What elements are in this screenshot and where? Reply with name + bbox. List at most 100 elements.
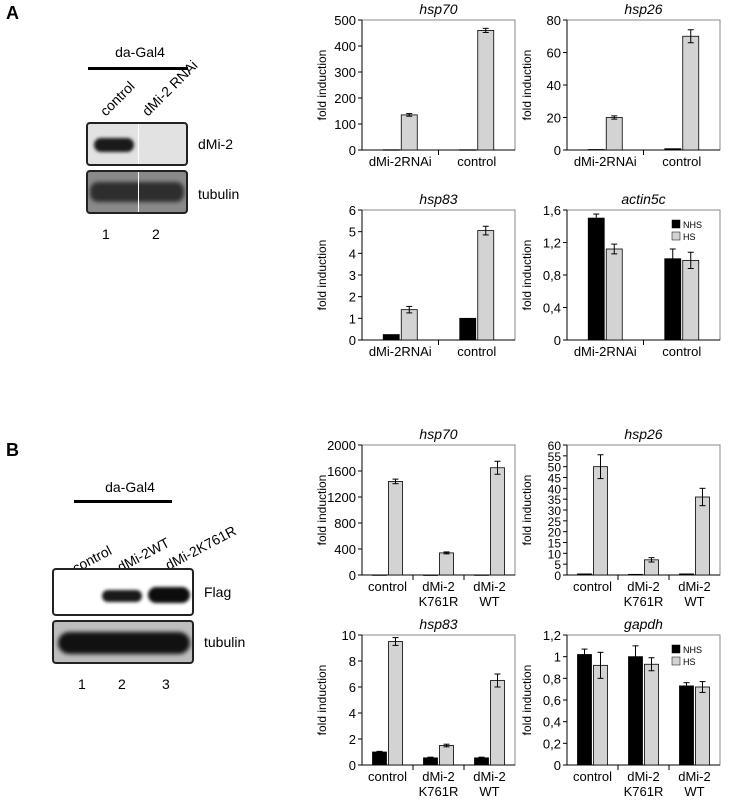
blot-a-row-label-1: dMi-2 bbox=[198, 136, 234, 152]
blot-a-tubulin-band bbox=[90, 182, 184, 202]
chart-a-hsp26: hsp26 0 20 40 60 80 fold induction dMi-2RNAi con… bbox=[520, 1, 721, 169]
bar-hs bbox=[400, 114, 418, 151]
blot-a-splice-line-2 bbox=[138, 172, 139, 212]
y-tick-label: 0 bbox=[349, 758, 356, 773]
blot-a-dmi2-band bbox=[94, 138, 134, 152]
y-tick-label: 0 bbox=[554, 758, 561, 773]
y-axis-label: fold induction bbox=[315, 240, 329, 311]
y-tick-label: 300 bbox=[334, 65, 356, 80]
bar-hs bbox=[682, 259, 700, 341]
bar-hs bbox=[477, 29, 495, 151]
chart-a-actin5c: actin5c 0 0,4 0,8 1,2 1,6 fold induction dMi-2R… bbox=[520, 191, 721, 359]
x-tick-label: WT bbox=[684, 784, 704, 799]
bar-nhs bbox=[372, 574, 387, 576]
chart-a-hsp70: hsp70 0 100 200 300 400 500 fold induction dMi-2… bbox=[315, 1, 516, 169]
y-tick-label: 400 bbox=[334, 542, 356, 557]
y-tick-label: 35 bbox=[548, 493, 562, 507]
x-tick-label: dMi-2 bbox=[422, 769, 455, 784]
bar-hs bbox=[388, 481, 403, 576]
y-tick-label: 45 bbox=[548, 472, 562, 486]
x-tick-label: dMi-2RNAi bbox=[574, 344, 637, 359]
y-tick-label: 6 bbox=[349, 680, 356, 695]
y-tick-label: 1,2 bbox=[543, 236, 561, 251]
y-axis-label: fold induction bbox=[520, 50, 534, 121]
bar-hs bbox=[605, 117, 623, 151]
y-tick-label: 2000 bbox=[327, 438, 356, 453]
chart-title: hsp26 bbox=[624, 426, 662, 442]
x-tick-label: control bbox=[573, 579, 612, 594]
blot-b-title: da-Gal4 bbox=[105, 479, 155, 495]
y-tick-label: 400 bbox=[334, 39, 356, 54]
x-tick-label: K761R bbox=[419, 594, 459, 609]
y-tick-label: 0 bbox=[349, 333, 356, 348]
bar-nhs bbox=[577, 654, 592, 766]
blot-b: da-Gal4 control dMi-2WT dMi-2K761R Flag … bbox=[0, 440, 300, 692]
y-tick-label: 55 bbox=[548, 450, 562, 464]
y-tick-label: 2 bbox=[349, 732, 356, 747]
bar-nhs bbox=[679, 573, 694, 576]
y-tick-label: 5 bbox=[554, 558, 561, 572]
bar-hs bbox=[490, 467, 505, 576]
y-tick-label: 4 bbox=[349, 246, 356, 261]
y-tick-label: 8 bbox=[349, 654, 356, 669]
chart-title: hsp26 bbox=[624, 1, 662, 17]
y-tick-label: 60 bbox=[548, 439, 562, 453]
y-tick-label: 1 bbox=[554, 650, 561, 665]
bar-hs bbox=[388, 641, 403, 766]
legend-swatch bbox=[671, 656, 681, 666]
y-tick-label: 100 bbox=[334, 117, 356, 132]
blot-a-row-label-2: tubulin bbox=[198, 186, 240, 202]
x-tick-label: dMi-2 bbox=[473, 769, 506, 784]
y-tick-label: 1600 bbox=[327, 464, 356, 479]
blot-b-underline bbox=[74, 500, 172, 503]
x-tick-label: dMi-2RNAi bbox=[369, 344, 432, 359]
blot-b-flag-band-2 bbox=[102, 590, 142, 602]
y-tick-label: 800 bbox=[334, 516, 356, 531]
x-tick-label: WT bbox=[479, 594, 499, 609]
y-tick-label: 60 bbox=[547, 46, 561, 61]
bar-hs bbox=[490, 680, 505, 766]
bar-nhs bbox=[382, 149, 400, 151]
blot-a-underline bbox=[88, 67, 188, 70]
bar-nhs bbox=[577, 573, 592, 576]
x-tick-label: dMi-2RNAi bbox=[574, 154, 637, 169]
bar-hs bbox=[439, 745, 454, 766]
y-axis-label: fold induction bbox=[315, 475, 329, 546]
legend-label: NHS bbox=[683, 220, 702, 230]
chart-title: hsp83 bbox=[419, 191, 457, 207]
blot-a-lane-number-2: 2 bbox=[152, 226, 160, 242]
y-tick-label: 0 bbox=[554, 569, 561, 583]
blot-b-lane-number-1: 1 bbox=[78, 676, 86, 692]
x-tick-label: WT bbox=[479, 784, 499, 799]
bar-nhs bbox=[679, 685, 694, 766]
legend-swatch bbox=[671, 644, 681, 654]
blot-a-tubulin-strip bbox=[86, 170, 188, 214]
y-tick-label: 5 bbox=[349, 225, 356, 240]
x-tick-label: dMi-2 bbox=[678, 769, 711, 784]
x-tick-label: control bbox=[662, 154, 701, 169]
y-tick-label: 30 bbox=[548, 504, 562, 518]
bar-nhs bbox=[372, 751, 387, 766]
y-tick-label: 20 bbox=[547, 111, 561, 126]
bar-nhs bbox=[587, 217, 605, 341]
panel-letter-a: A bbox=[6, 3, 19, 23]
y-tick-label: 6 bbox=[349, 203, 356, 218]
blot-b-lane-label-3: dMi-2K761R bbox=[162, 522, 239, 573]
bar-hs bbox=[605, 248, 623, 341]
y-tick-label: 15 bbox=[548, 537, 562, 551]
x-tick-label: dMi-2 bbox=[422, 579, 455, 594]
legend-label: NHS bbox=[683, 645, 702, 655]
y-axis-label: fold induction bbox=[520, 475, 534, 546]
bar-nhs bbox=[628, 573, 643, 576]
chart-b-hsp70: hsp70 0 400 800 1200 1600 2000 fold induction co… bbox=[315, 426, 516, 609]
legend-label: HS bbox=[683, 657, 696, 667]
bar-hs bbox=[695, 686, 710, 766]
y-axis-label: fold induction bbox=[520, 665, 534, 736]
bar-nhs bbox=[664, 148, 682, 151]
y-tick-label: 0,8 bbox=[543, 268, 561, 283]
y-axis-label: fold induction bbox=[520, 240, 534, 311]
bar-hs bbox=[477, 230, 495, 341]
blot-b-flag-band-3 bbox=[148, 587, 190, 603]
bar-hs bbox=[644, 663, 659, 766]
